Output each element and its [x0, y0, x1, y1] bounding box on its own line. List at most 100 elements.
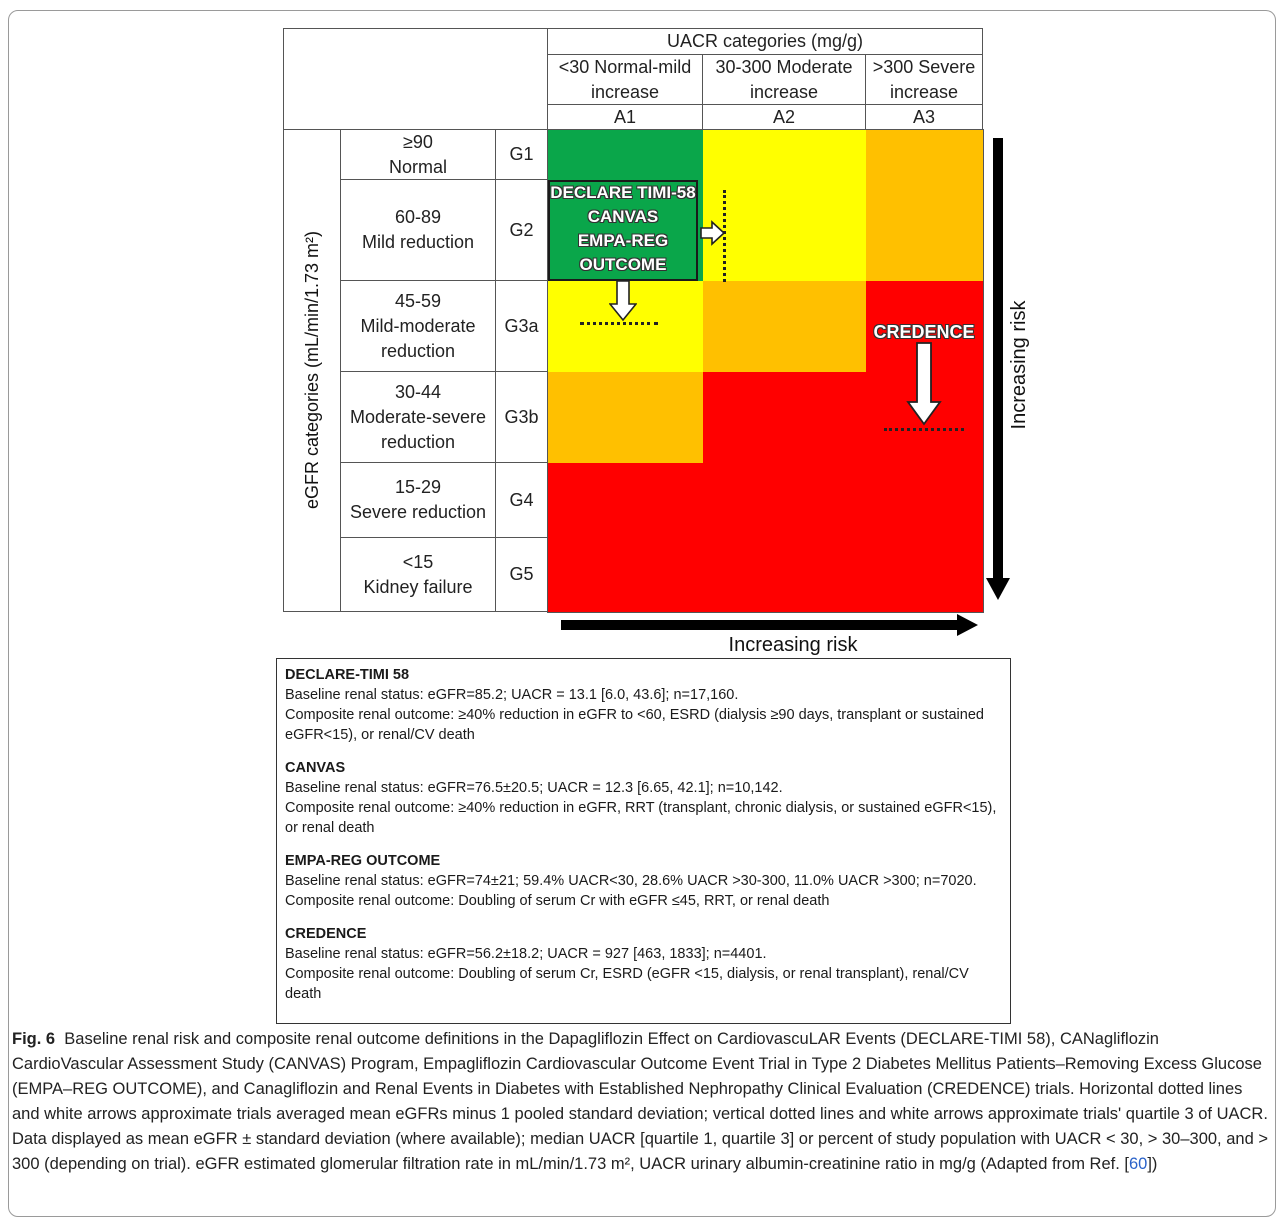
risk-cell-g5-a1	[548, 538, 703, 612]
legend-credence-name: CREDENCE	[285, 926, 367, 942]
uacr-col-a2: 30-300 Moderate increase	[702, 54, 866, 105]
legend-canvas-baseline: Baseline renal status: eGFR=76.5±20.5; U…	[285, 780, 783, 796]
uacr-code-a2: A2	[702, 104, 866, 130]
egfr-g2-desc: Mild reduction	[361, 232, 475, 252]
egfr-code-g5: G5	[495, 537, 548, 612]
legend-empareg: EMPA-REG OUTCOME Baseline renal status: …	[285, 851, 1002, 911]
trial-box	[548, 180, 698, 281]
caption-label: Fig. 6	[12, 1030, 56, 1048]
legend-empareg-baseline: Baseline renal status: eGFR=74±21; 59.4%…	[285, 873, 977, 889]
risk-cell-g4-a1	[548, 463, 703, 538]
egfr-g5-code: G5	[509, 564, 534, 584]
uacr-col-a3: >300 Severe increase	[865, 54, 983, 105]
legend-declare-name: DECLARE-TIMI 58	[285, 667, 410, 683]
egfr-code-g4: G4	[495, 462, 548, 538]
egfr-g2-code: G2	[509, 219, 534, 240]
egfr-axis-label: eGFR categories (mL/min/1.73 m²)	[299, 160, 325, 580]
uacr-header-text: UACR categories (mg/g)	[666, 31, 864, 51]
egfr-row-g1: ≥90 Normal	[340, 129, 496, 180]
legend-credence: CREDENCE Baseline renal status: eGFR=56.…	[285, 924, 1002, 1004]
egfr-g5-desc: Kidney failure	[363, 576, 473, 597]
uacr-code-a3-text: A3	[912, 106, 936, 127]
egfr-code-g3b: G3b	[495, 371, 548, 463]
egfr-g3b-desc2: reduction	[380, 431, 456, 452]
uacr-code-a1: A1	[547, 104, 703, 130]
trial-egfr-dotted-line	[580, 322, 658, 325]
horizontal-risk-label-text: Increasing risk	[728, 634, 858, 656]
legend-canvas-outcome: Composite renal outcome: ≥40% reduction …	[285, 800, 997, 836]
credence-egfr-dotted-line	[884, 428, 964, 431]
risk-cell-g1-a2	[703, 130, 866, 180]
heatmap-border	[547, 129, 984, 613]
trial-declare-label: DECLARE TIMI-58	[550, 183, 696, 202]
vertical-risk-label-text: Increasing risk	[1008, 300, 1030, 430]
uacr-header: UACR categories (mg/g)	[547, 28, 983, 54]
uacr-col-a2-line2: increase	[749, 81, 819, 102]
legend-credence-baseline: Baseline renal status: eGFR=56.2±18.2; U…	[285, 946, 767, 962]
uacr-code-a3: A3	[865, 104, 983, 130]
uacr-col-a1-line1: <30 Normal-mild	[558, 56, 692, 77]
legend-credence-outcome: Composite renal outcome: Doubling of ser…	[285, 966, 969, 1002]
figure-frame	[8, 10, 1276, 1217]
trial-empareg-label: EMPA-REG	[577, 231, 669, 250]
caption-text-end: ])	[1147, 1155, 1158, 1173]
figure-caption: Fig. 6 Baseline renal risk and composite…	[12, 1027, 1274, 1177]
risk-cell-g5-a3	[866, 538, 983, 612]
risk-cell-g4-a3	[866, 463, 983, 538]
trial-arrow-right-icon	[700, 220, 726, 246]
egfr-g5-range: <15	[402, 551, 434, 572]
risk-cell-g4-a2	[703, 463, 866, 538]
egfr-g3b-range: 30-44	[394, 381, 442, 402]
legend-declare: DECLARE-TIMI 58 Baseline renal status: e…	[285, 665, 1002, 745]
egfr-axis-label-text: eGFR categories (mL/min/1.73 m²)	[302, 230, 322, 510]
risk-cell-g2-a3	[866, 180, 983, 281]
trial-box-label: DECLARE TIMI-58 CANVAS EMPA-REG OUTCOME	[548, 181, 698, 277]
header-corner	[283, 28, 548, 130]
legend-canvas: CANVAS Baseline renal status: eGFR=76.5±…	[285, 758, 1002, 838]
vertical-risk-arrow-icon	[986, 138, 1010, 600]
egfr-code-g1: G1	[495, 129, 548, 180]
egfr-row-g2: 60-89 Mild reduction	[340, 179, 496, 281]
vertical-risk-label: Increasing risk	[1006, 265, 1032, 465]
uacr-col-a1: <30 Normal-mild increase	[547, 54, 703, 105]
uacr-col-a2-line1: 30-300 Moderate	[715, 56, 853, 77]
credence-label: CREDENCE	[868, 320, 980, 344]
horizontal-risk-arrow-icon	[561, 614, 978, 636]
egfr-g4-desc: Severe reduction	[349, 502, 487, 522]
credence-label-text: CREDENCE	[873, 322, 975, 342]
uacr-col-a3-line1: >300 Severe	[872, 56, 976, 77]
egfr-g3b-code: G3b	[504, 406, 539, 427]
uacr-col-a3-line2: increase	[889, 81, 959, 102]
egfr-row-g3a: 45-59 Mild-moderate reduction	[340, 280, 496, 372]
egfr-g3a-range: 45-59	[394, 290, 442, 311]
horizontal-risk-label: Increasing risk	[660, 632, 926, 658]
caption-text: Baseline renal risk and composite renal …	[12, 1030, 1268, 1173]
egfr-g3a-code: G3a	[504, 315, 539, 336]
egfr-row-g4: 15-29 Severe reduction	[340, 462, 496, 538]
uacr-code-a1-text: A1	[613, 106, 637, 127]
egfr-row-g3b: 30-44 Moderate-severe reduction	[340, 371, 496, 463]
risk-cell-g2-a1	[548, 180, 703, 281]
risk-cell-g3b-a1	[548, 372, 703, 463]
egfr-g1-range: ≥90	[403, 131, 433, 152]
caption-reference-link[interactable]: 60	[1128, 1155, 1148, 1173]
trial-legend-box: DECLARE-TIMI 58 Baseline renal status: e…	[276, 658, 1011, 1024]
legend-empareg-name: EMPA-REG OUTCOME	[285, 853, 441, 869]
egfr-g1-desc: Normal	[388, 156, 447, 177]
egfr-g3a-desc: Mild-moderate	[360, 315, 476, 336]
risk-cell-g2-a2	[703, 180, 866, 281]
risk-cell-g1-a3	[866, 130, 983, 180]
risk-cell-g1-a1	[548, 130, 703, 180]
legend-canvas-name: CANVAS	[285, 760, 346, 776]
legend-empareg-outcome: Composite renal outcome: Doubling of ser…	[285, 893, 830, 909]
risk-cell-g3b-a2	[703, 372, 866, 463]
egfr-g3b-desc: Moderate-severe	[349, 406, 487, 427]
egfr-axis-cell	[283, 129, 341, 612]
credence-arrow-down-icon	[906, 342, 942, 426]
trial-arrow-down-icon	[609, 280, 637, 322]
trial-outcome-label: OUTCOME	[579, 255, 667, 274]
egfr-code-g3a: G3a	[495, 280, 548, 372]
egfr-row-g5: <15 Kidney failure	[340, 537, 496, 612]
egfr-g2-range: 60-89	[394, 207, 442, 227]
risk-cell-g3a-a2	[703, 281, 866, 372]
